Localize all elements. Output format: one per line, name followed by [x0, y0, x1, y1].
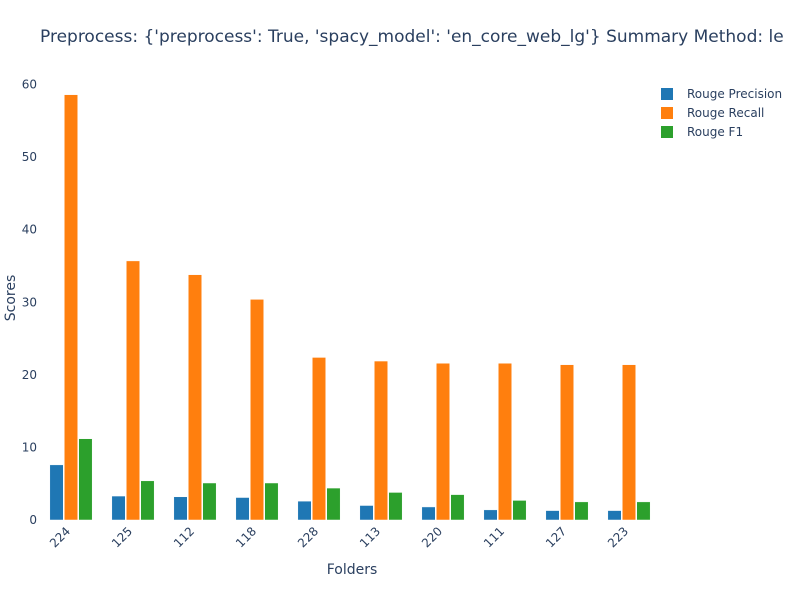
bar-rouge-precision-125[interactable]: [111, 495, 126, 521]
bar-rouge-recall-113[interactable]: [374, 360, 388, 521]
x-tick-label: 127: [543, 524, 569, 550]
bar-rouge-recall-127[interactable]: [560, 364, 574, 521]
bar-rouge-precision-113[interactable]: [359, 505, 374, 521]
y-tick-label: 60: [22, 78, 37, 92]
bar-rouge-recall-111[interactable]: [498, 362, 512, 521]
legend[interactable]: Rouge Precision Rouge Recall Rouge F1: [661, 87, 782, 139]
y-tick-label: 50: [22, 150, 37, 164]
x-tick-label: 111: [481, 524, 507, 550]
bar-rouge-recall-118[interactable]: [250, 299, 264, 521]
legend-label-rouge-recall[interactable]: Rouge Recall: [687, 106, 764, 120]
bar-rouge-recall-125[interactable]: [126, 260, 140, 521]
x-tick-label: 224: [47, 524, 73, 550]
y-tick-label: 0: [29, 513, 37, 527]
bar-rouge-f1-118[interactable]: [264, 482, 279, 521]
bar-rouge-f1-113[interactable]: [388, 492, 403, 521]
bar-rouge-precision-224[interactable]: [49, 464, 64, 521]
x-tick-label: 118: [233, 524, 259, 550]
bar-rouge-recall-224[interactable]: [64, 94, 78, 521]
bar-rouge-precision-223[interactable]: [607, 510, 622, 521]
bar-rouge-f1-111[interactable]: [512, 500, 527, 521]
y-tick-label: 10: [22, 440, 37, 454]
bar-rouge-f1-228[interactable]: [326, 487, 341, 521]
bar-rouge-precision-118[interactable]: [235, 497, 250, 521]
bar-rouge-recall-112[interactable]: [188, 274, 202, 521]
x-tick-label: 112: [171, 524, 197, 550]
y-axis-title: Scores: [3, 275, 19, 322]
legend-label-rouge-f1[interactable]: Rouge F1: [687, 125, 743, 139]
bar-rouge-f1-224[interactable]: [78, 438, 93, 521]
bar-rouge-precision-112[interactable]: [173, 496, 188, 521]
x-tick-label: 223: [605, 524, 631, 550]
bar-rouge-f1-125[interactable]: [140, 480, 155, 521]
x-tick-label: 125: [109, 524, 135, 550]
x-axis-title: Folders: [327, 562, 378, 578]
x-tick-label: 113: [357, 524, 383, 550]
bar-rouge-precision-127[interactable]: [545, 510, 560, 521]
y-axis-ticks: 0 10 20 30 40 50 60: [22, 78, 37, 527]
bar-rouge-f1-220[interactable]: [450, 494, 465, 521]
legend-swatch-rouge-precision[interactable]: [661, 88, 673, 100]
bar-rouge-precision-228[interactable]: [297, 500, 312, 521]
legend-label-rouge-precision[interactable]: Rouge Precision: [687, 87, 782, 101]
y-tick-label: 30: [22, 295, 37, 309]
y-tick-label: 20: [22, 368, 37, 382]
bar-rouge-precision-111[interactable]: [483, 509, 498, 521]
bar-rouge-recall-228[interactable]: [312, 357, 326, 521]
legend-swatch-rouge-recall[interactable]: [661, 107, 673, 119]
bar-rouge-recall-220[interactable]: [436, 362, 450, 521]
bar-rouge-recall-223[interactable]: [622, 364, 636, 521]
bar-rouge-f1-127[interactable]: [574, 501, 589, 521]
legend-swatch-rouge-f1[interactable]: [661, 126, 673, 138]
y-tick-label: 40: [22, 223, 37, 237]
bar-rouge-f1-223[interactable]: [636, 501, 651, 521]
bar-rouge-precision-220[interactable]: [421, 506, 436, 521]
chart-title: Preprocess: {'preprocess': True, 'spacy_…: [40, 27, 784, 47]
bar-rouge-f1-112[interactable]: [202, 482, 217, 521]
x-tick-label: 220: [419, 524, 445, 550]
x-tick-label: 228: [295, 524, 321, 550]
bars-group: [49, 94, 651, 521]
x-axis-ticks: 224 125 112 118 228 113 220 111 127 223: [47, 524, 631, 550]
